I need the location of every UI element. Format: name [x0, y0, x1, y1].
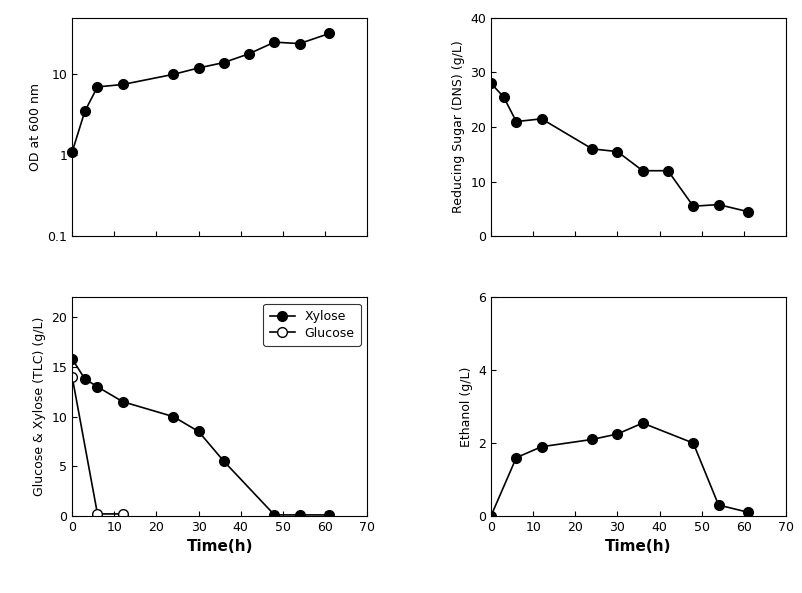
Xylose — [324, 511, 334, 518]
X-axis label: Time(h): Time(h) — [606, 539, 672, 554]
Y-axis label: OD at 600 nm: OD at 600 nm — [29, 83, 42, 171]
Xylose — [67, 355, 77, 362]
Y-axis label: Ethanol (g/L): Ethanol (g/L) — [460, 366, 472, 447]
Xylose — [219, 458, 229, 465]
Xylose — [168, 413, 178, 420]
Xylose — [194, 428, 204, 435]
Xylose — [93, 383, 103, 390]
Glucose — [93, 511, 103, 518]
Xylose — [118, 398, 128, 405]
Xylose — [295, 511, 305, 518]
Legend: Xylose, Glucose: Xylose, Glucose — [263, 304, 361, 346]
Glucose — [118, 511, 128, 518]
Xylose — [269, 511, 279, 518]
Line: Xylose: Xylose — [67, 354, 334, 520]
Xylose — [80, 375, 90, 382]
Line: Glucose: Glucose — [67, 372, 128, 519]
Y-axis label: Reducing Sugar (DNS) (g/L): Reducing Sugar (DNS) (g/L) — [452, 41, 464, 213]
Y-axis label: Glucose & Xylose (TLC) (g/L): Glucose & Xylose (TLC) (g/L) — [33, 317, 46, 496]
X-axis label: Time(h): Time(h) — [186, 539, 253, 554]
Glucose — [67, 374, 77, 381]
